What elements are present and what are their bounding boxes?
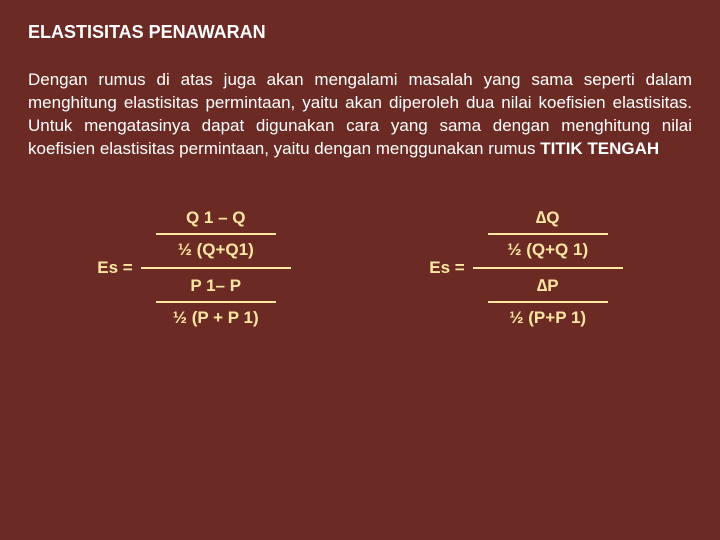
fraction-line bbox=[156, 233, 276, 235]
top-denominator-right: ½ (Q+Q 1) bbox=[507, 239, 588, 261]
es-label-right: Es = bbox=[429, 258, 464, 278]
big-fraction-line bbox=[473, 267, 623, 269]
top-fraction-left: Q 1 – Q ½ (Q+Q1) bbox=[156, 207, 276, 261]
body-paragraph: Dengan rumus di atas juga akan mengalami… bbox=[28, 69, 692, 161]
formula-left: Es = Q 1 – Q ½ (Q+Q1) P 1– P ½ (P + P 1) bbox=[97, 207, 290, 329]
bottom-fraction-left: P 1– P ½ (P + P 1) bbox=[156, 275, 276, 329]
fraction-line bbox=[488, 233, 608, 235]
bottom-fraction-right: ∆P ½ (P+P 1) bbox=[488, 275, 608, 329]
top-numerator-left: Q 1 – Q bbox=[186, 207, 246, 229]
fraction-line bbox=[488, 301, 608, 303]
top-denominator-left: ½ (Q+Q1) bbox=[178, 239, 254, 261]
es-label-left: Es = bbox=[97, 258, 132, 278]
fraction-line bbox=[156, 301, 276, 303]
bottom-denominator-left: ½ (P + P 1) bbox=[173, 307, 259, 329]
big-fraction-left: Q 1 – Q ½ (Q+Q1) P 1– P ½ (P + P 1) bbox=[141, 207, 291, 329]
formulas-row: Es = Q 1 – Q ½ (Q+Q1) P 1– P ½ (P + P 1)… bbox=[28, 207, 692, 329]
top-numerator-right: ∆Q bbox=[536, 207, 560, 229]
paragraph-bold: TITIK TENGAH bbox=[540, 139, 659, 158]
bottom-numerator-right: ∆P bbox=[537, 275, 559, 297]
bottom-numerator-left: P 1– P bbox=[190, 275, 241, 297]
big-fraction-right: ∆Q ½ (Q+Q 1) ∆P ½ (P+P 1) bbox=[473, 207, 623, 329]
big-fraction-line bbox=[141, 267, 291, 269]
slide-title: ELASTISITAS PENAWARAN bbox=[28, 22, 692, 43]
bottom-denominator-right: ½ (P+P 1) bbox=[509, 307, 586, 329]
formula-right: Es = ∆Q ½ (Q+Q 1) ∆P ½ (P+P 1) bbox=[429, 207, 622, 329]
top-fraction-right: ∆Q ½ (Q+Q 1) bbox=[488, 207, 608, 261]
